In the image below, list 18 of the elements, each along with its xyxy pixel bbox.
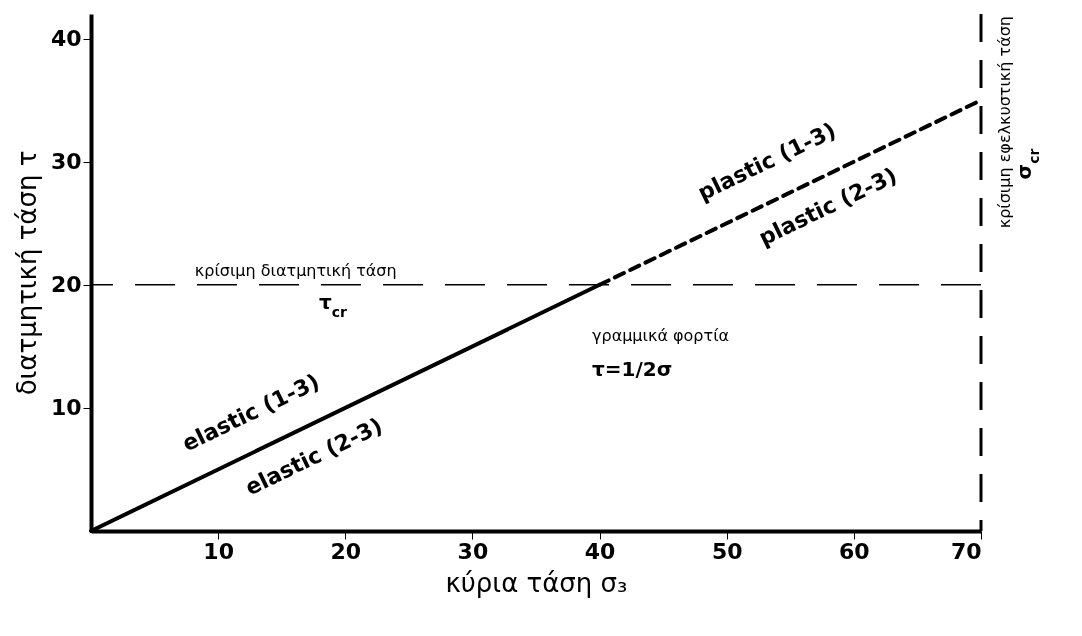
- x-tick-label: 50: [711, 538, 743, 564]
- ref-line-label: κρίσιμη διατμητική τάση: [194, 260, 397, 280]
- y-tick-label: 20: [50, 272, 82, 298]
- x-tick-label: 10: [203, 538, 234, 564]
- x-tick-label: 30: [457, 538, 489, 564]
- x-tick-label: 60: [839, 538, 870, 564]
- x-tick-label: 20: [330, 538, 362, 564]
- y-tick-label: 40: [50, 26, 82, 52]
- y-tick-label: 30: [50, 149, 82, 175]
- x-tick-label: 40: [584, 538, 616, 564]
- y-axis-title: διατμητική τάση τ: [11, 150, 42, 396]
- x-axis-title: κύρια τάση σ₃: [445, 567, 628, 598]
- x-tick-label: 70: [950, 538, 982, 564]
- annotation: τ=1/2σ: [592, 357, 673, 381]
- annotation: γραμμικά φορτία: [592, 326, 730, 345]
- ref-line-label: κρίσιμη εφελκυστική τάση: [995, 16, 1014, 229]
- annotation: τ$_{cr}$: [319, 290, 348, 320]
- y-tick-label: 10: [50, 395, 82, 421]
